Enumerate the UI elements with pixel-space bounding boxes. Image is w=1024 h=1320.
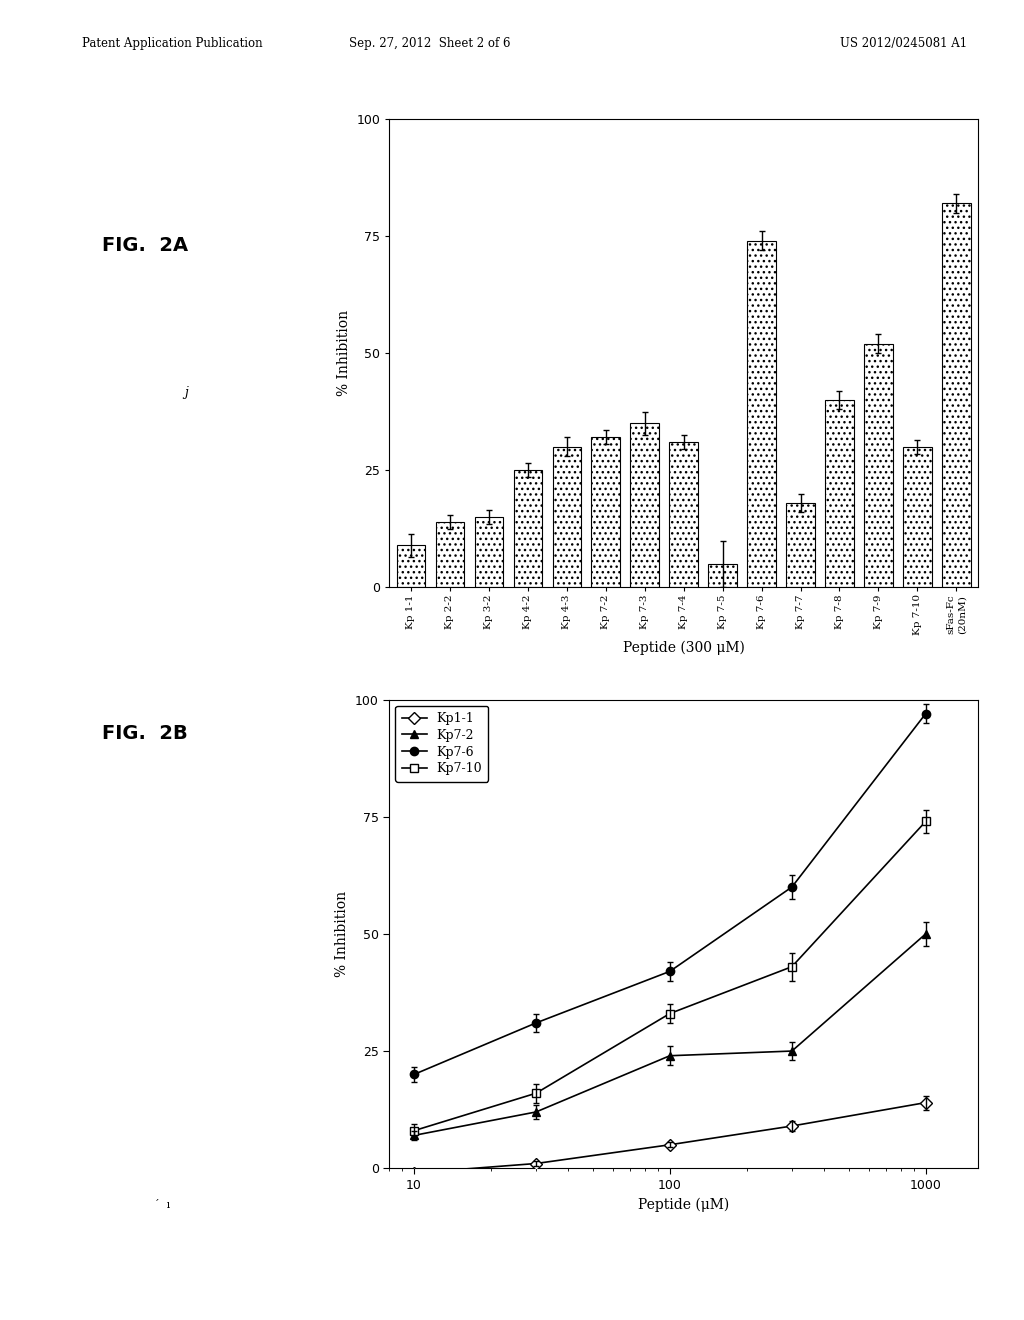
- Text: Patent Application Publication: Patent Application Publication: [82, 37, 262, 50]
- Bar: [942, 203, 971, 587]
- Bar: [396, 545, 425, 587]
- X-axis label: Peptide (μM): Peptide (μM): [638, 1197, 729, 1212]
- Bar: [786, 503, 814, 587]
- Y-axis label: % Inhibition: % Inhibition: [335, 891, 349, 977]
- Y-axis label: % Inhibition: % Inhibition: [337, 310, 350, 396]
- Bar: [670, 442, 697, 587]
- Bar: [553, 446, 581, 587]
- Bar: [592, 437, 620, 587]
- Bar: [513, 470, 542, 587]
- Bar: [474, 517, 503, 587]
- Bar: [631, 424, 658, 587]
- Text: ´  ı: ´ ı: [154, 1200, 170, 1210]
- Text: Sep. 27, 2012  Sheet 2 of 6: Sep. 27, 2012 Sheet 2 of 6: [349, 37, 511, 50]
- Legend: Kp1-1, Kp7-2, Kp7-6, Kp7-10: Kp1-1, Kp7-2, Kp7-6, Kp7-10: [395, 706, 488, 781]
- X-axis label: Peptide (300 μM): Peptide (300 μM): [623, 642, 744, 656]
- Text: j: j: [184, 385, 188, 399]
- Bar: [903, 446, 932, 587]
- Text: US 2012/0245081 A1: US 2012/0245081 A1: [840, 37, 967, 50]
- Bar: [748, 240, 775, 587]
- Text: FIG.  2B: FIG. 2B: [102, 725, 188, 743]
- Bar: [709, 564, 736, 587]
- Bar: [435, 521, 464, 587]
- Bar: [864, 343, 893, 587]
- Bar: [825, 400, 854, 587]
- Text: FIG.  2A: FIG. 2A: [102, 236, 188, 255]
